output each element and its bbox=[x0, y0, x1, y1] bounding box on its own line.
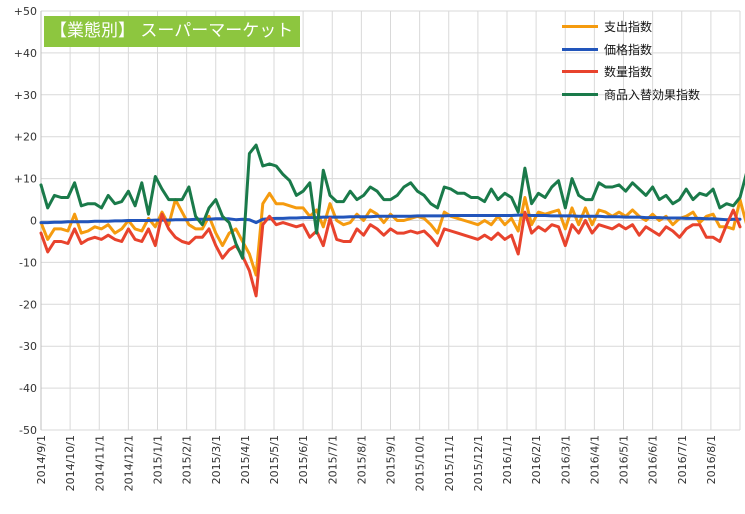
y-tick-label: +40 bbox=[14, 47, 37, 60]
y-tick-label: -20 bbox=[19, 298, 37, 311]
x-tick-label: 2015/12/1 bbox=[472, 435, 485, 491]
x-tick-label: 2016/5/1 bbox=[618, 435, 631, 484]
y-tick-label: -40 bbox=[19, 382, 37, 395]
legend-item-quantity: 数量指数 bbox=[562, 61, 742, 84]
x-tick-label: 2014/10/1 bbox=[64, 435, 77, 491]
x-tick-label: 2015/11/1 bbox=[443, 435, 456, 491]
y-tick-label: -50 bbox=[19, 424, 37, 437]
legend-label-replacement: 商品入替効果指数 bbox=[604, 87, 701, 102]
x-axis: 2014/9/1 2014/10/1 2014/11/1 2014/12/1 2015/… bbox=[35, 435, 718, 491]
y-tick-label: +20 bbox=[14, 131, 37, 144]
legend-label-price: 価格指数 bbox=[604, 42, 653, 57]
series-group bbox=[39, 143, 745, 298]
legend-item-spending: 支出指数 bbox=[562, 16, 742, 39]
series-line-3 bbox=[39, 143, 745, 260]
x-tick-label: 2016/6/1 bbox=[647, 435, 660, 484]
x-tick-label: 2016/4/1 bbox=[588, 435, 601, 484]
x-tick-label: 2016/1/1 bbox=[501, 435, 514, 484]
legend-item-price: 価格指数 bbox=[562, 39, 742, 62]
legend-item-replacement: 商品入替効果指数 bbox=[562, 84, 742, 107]
legend-swatch-replacement bbox=[562, 92, 598, 96]
y-axis: +50 +40 +30 +20 +10 0 -10 -20 -30 -40 -50 bbox=[14, 5, 37, 437]
legend-swatch-quantity bbox=[562, 70, 598, 73]
series-line-2 bbox=[39, 208, 742, 298]
series-line-1 bbox=[39, 213, 742, 225]
x-tick-label: 2014/11/1 bbox=[93, 435, 106, 491]
x-tick-label: 2015/4/1 bbox=[239, 435, 252, 484]
chart-title: 【業態別】 スーパーマーケット bbox=[44, 16, 300, 47]
x-tick-label: 2016/3/1 bbox=[559, 435, 572, 484]
x-tick-label: 2015/1/1 bbox=[152, 435, 165, 484]
y-tick-label: +50 bbox=[14, 5, 37, 18]
legend-swatch-price bbox=[562, 47, 598, 51]
legend-label-quantity: 数量指数 bbox=[604, 65, 653, 79]
x-tick-label: 2016/7/1 bbox=[676, 435, 689, 484]
x-tick-label: 2015/10/1 bbox=[414, 435, 427, 491]
x-tick-label: 2016/8/1 bbox=[705, 435, 718, 484]
y-tick-label: +30 bbox=[14, 89, 37, 102]
x-tick-label: 2015/3/1 bbox=[210, 435, 223, 484]
x-tick-label: 2016/2/1 bbox=[530, 435, 543, 484]
x-tick-label: 2015/8/1 bbox=[355, 435, 368, 484]
x-tick-label: 2015/5/1 bbox=[268, 435, 281, 484]
x-tick-label: 2015/7/1 bbox=[326, 435, 339, 484]
x-tick-label: 2014/9/1 bbox=[35, 435, 48, 484]
y-tick-label: -30 bbox=[19, 340, 37, 353]
y-tick-label: +10 bbox=[14, 173, 37, 186]
legend: 支出指数 価格指数 数量指数 商品入替効果指数 bbox=[562, 16, 742, 106]
x-tick-label: 2015/2/1 bbox=[181, 435, 194, 484]
legend-label-spending: 支出指数 bbox=[604, 20, 653, 34]
y-tick-label: -10 bbox=[19, 256, 37, 269]
x-tick-label: 2015/6/1 bbox=[297, 435, 310, 484]
x-tick-label: 2014/12/1 bbox=[122, 435, 135, 491]
x-tick-label: 2015/9/1 bbox=[385, 435, 398, 484]
y-tick-label: 0 bbox=[30, 215, 37, 228]
legend-swatch-spending bbox=[562, 25, 598, 28]
